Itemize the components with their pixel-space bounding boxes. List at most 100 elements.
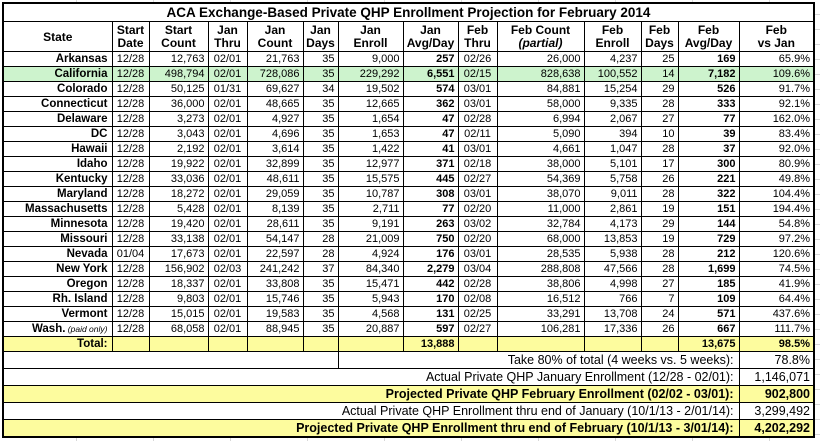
cell-feb_enroll[interactable]: 2,067: [583, 111, 642, 127]
cell-jan_count[interactable]: 28,611: [246, 216, 304, 232]
cell-jan_count[interactable]: 48,665: [246, 96, 304, 112]
cell-feb_avg[interactable]: 169: [677, 51, 740, 67]
cell-jan_thru[interactable]: 02/01: [207, 156, 248, 172]
cell-jan_avg[interactable]: 574: [402, 81, 459, 97]
cell-feb_count[interactable]: 32,784: [496, 216, 585, 232]
cell-feb_thru[interactable]: 02/28: [457, 111, 498, 127]
cell-jan_days[interactable]: 28: [302, 246, 339, 262]
cell-feb_days[interactable]: 7: [640, 291, 679, 307]
cell-start_date[interactable]: 12/28: [111, 156, 150, 172]
cell-start_count[interactable]: 18,272: [148, 186, 209, 202]
cell-feb_enroll[interactable]: 2,861: [583, 201, 642, 217]
cell-jan_thru[interactable]: 02/01: [207, 306, 248, 322]
cell-feb_count[interactable]: 38,806: [496, 276, 585, 292]
cell-feb_thru[interactable]: 03/01: [457, 96, 498, 112]
cell-feb_avg[interactable]: 221: [677, 171, 740, 187]
cell-jan_thru[interactable]: 02/01: [207, 321, 248, 337]
cell-jan_thru[interactable]: 02/01: [207, 276, 248, 292]
cell-total-feb_count[interactable]: [496, 336, 585, 352]
cell-jan_days[interactable]: 35: [302, 216, 339, 232]
summary-label[interactable]: Projected Private QHP February Enrollmen…: [2, 385, 740, 403]
cell-jan_avg[interactable]: 47: [402, 111, 459, 127]
cell-jan_enroll[interactable]: 12,977: [337, 156, 404, 172]
cell-feb_avg[interactable]: 185: [677, 276, 740, 292]
summary-label[interactable]: Actual Private QHP January Enrollment (1…: [2, 368, 740, 386]
cell-jan_thru[interactable]: 02/01: [207, 111, 248, 127]
cell-feb_avg[interactable]: 667: [677, 321, 740, 337]
cell-total-start_count[interactable]: [148, 336, 209, 352]
cell-jan_avg[interactable]: 131: [402, 306, 459, 322]
cell-jan_count[interactable]: 33,808: [246, 276, 304, 292]
cell-jan_avg[interactable]: 371: [402, 156, 459, 172]
cell-feb_thru[interactable]: 03/01: [457, 186, 498, 202]
cell-start_count[interactable]: 9,803: [148, 291, 209, 307]
cell-start_date[interactable]: 12/28: [111, 81, 150, 97]
cell-jan_enroll[interactable]: 5,943: [337, 291, 404, 307]
cell-jan_avg[interactable]: 445: [402, 171, 459, 187]
cell-start_count[interactable]: 2,192: [148, 141, 209, 157]
cell-jan_thru[interactable]: 02/01: [207, 201, 248, 217]
summary-value[interactable]: 3,299,492: [738, 402, 815, 420]
cell-feb_thru[interactable]: 03/01: [457, 81, 498, 97]
cell-jan_days[interactable]: 35: [302, 321, 339, 337]
cell-jan_count[interactable]: 69,627: [246, 81, 304, 97]
cell-start_count[interactable]: 12,763: [148, 51, 209, 67]
cell-feb_vs_jan[interactable]: 49.8%: [738, 171, 815, 187]
cell-feb_enroll[interactable]: 1,047: [583, 141, 642, 157]
cell-start_date[interactable]: 12/28: [111, 321, 150, 337]
cell-feb_vs_jan[interactable]: 97.2%: [738, 231, 815, 247]
cell-jan_days[interactable]: 35: [302, 306, 339, 322]
cell-feb_vs_jan[interactable]: 120.6%: [738, 246, 815, 262]
cell-jan_count[interactable]: 21,763: [246, 51, 304, 67]
cell-total-feb_enroll[interactable]: [583, 336, 642, 352]
cell-total-start_date[interactable]: [111, 336, 150, 352]
cell-jan_enroll[interactable]: 15,471: [337, 276, 404, 292]
cell-jan_thru[interactable]: 02/01: [207, 66, 248, 82]
cell-state[interactable]: Delaware: [2, 111, 113, 127]
cell-jan_avg[interactable]: 2,279: [402, 261, 459, 277]
cell-jan_avg[interactable]: 362: [402, 96, 459, 112]
cell-feb_vs_jan[interactable]: 91.7%: [738, 81, 815, 97]
cell-feb_vs_jan[interactable]: 92.1%: [738, 96, 815, 112]
cell-jan_count[interactable]: 54,147: [246, 231, 304, 247]
cell-jan_thru[interactable]: 02/01: [207, 141, 248, 157]
cell-jan_count[interactable]: 32,899: [246, 156, 304, 172]
cell-feb_count[interactable]: 4,661: [496, 141, 585, 157]
cell-jan_enroll[interactable]: 4,924: [337, 246, 404, 262]
cell-feb_count[interactable]: 288,808: [496, 261, 585, 277]
cell-state[interactable]: Missouri: [2, 231, 113, 247]
cell-jan_count[interactable]: 48,611: [246, 171, 304, 187]
cell-feb_thru[interactable]: 02/18: [457, 156, 498, 172]
col-header-feb_avg[interactable]: Feb Avg/Day: [677, 21, 740, 52]
cell-feb_vs_jan[interactable]: 80.9%: [738, 156, 815, 172]
col-header-start_count[interactable]: Start Count: [148, 21, 209, 52]
cell-feb_days[interactable]: 27: [640, 111, 679, 127]
cell-jan_enroll[interactable]: 2,711: [337, 201, 404, 217]
cell-jan_days[interactable]: 35: [302, 171, 339, 187]
col-header-jan_avg[interactable]: Jan Avg/Day: [402, 21, 459, 52]
cell-state[interactable]: Hawaii: [2, 141, 113, 157]
summary-label[interactable]: Projected Private QHP Enrollment thru en…: [2, 419, 740, 438]
summary-value[interactable]: 902,800: [738, 385, 815, 403]
cell-feb_count[interactable]: 11,000: [496, 201, 585, 217]
cell-jan_enroll[interactable]: 1,422: [337, 141, 404, 157]
cell-feb_avg[interactable]: 144: [677, 216, 740, 232]
cell-total-jan_days[interactable]: [302, 336, 339, 352]
cell-feb_avg[interactable]: 151: [677, 201, 740, 217]
cell-jan_thru[interactable]: 02/01: [207, 291, 248, 307]
col-header-jan_thru[interactable]: Jan Thru: [207, 21, 248, 52]
cell-jan_thru[interactable]: 02/01: [207, 231, 248, 247]
cell-start_date[interactable]: 12/28: [111, 141, 150, 157]
cell-feb_count[interactable]: 106,281: [496, 321, 585, 337]
cell-feb_vs_jan[interactable]: 64.4%: [738, 291, 815, 307]
cell-feb_days[interactable]: 28: [640, 186, 679, 202]
cell-start_count[interactable]: 18,337: [148, 276, 209, 292]
cell-feb_vs_jan[interactable]: 111.7%: [738, 321, 815, 337]
cell-feb_avg[interactable]: 333: [677, 96, 740, 112]
cell-start_count[interactable]: 17,673: [148, 246, 209, 262]
cell-feb_days[interactable]: 19: [640, 201, 679, 217]
cell-jan_thru[interactable]: 02/03: [207, 261, 248, 277]
cell-feb_thru[interactable]: 03/02: [457, 216, 498, 232]
col-header-start_date[interactable]: Start Date: [111, 21, 150, 52]
cell-feb_days[interactable]: 28: [640, 246, 679, 262]
